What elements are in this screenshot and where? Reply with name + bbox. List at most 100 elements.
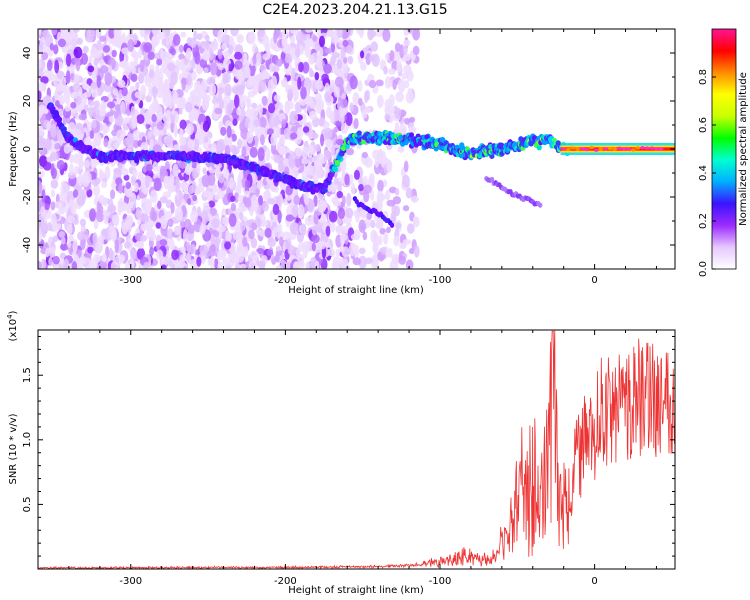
- heatmap-noise-cell: [412, 45, 420, 56]
- heatmap-signal-cell: [332, 166, 339, 173]
- heatmap-noise-cell: [166, 62, 176, 72]
- heatmap-noise-cell: [147, 51, 155, 61]
- heatmap-noise-cell: [234, 51, 243, 60]
- heatmap-noise-cell: [136, 114, 145, 125]
- heatmap-noise-cell: [265, 147, 271, 162]
- heatmap-noise-cell: [65, 53, 72, 67]
- heatmap-noise-cell: [179, 128, 184, 143]
- heatmap-noise-cell: [341, 258, 349, 269]
- heatmap-noise-cell: [258, 195, 264, 206]
- heatmap-noise-cell: [344, 173, 350, 186]
- heatmap-noise-cell: [301, 157, 309, 165]
- heatmap-noise-cell: [69, 154, 75, 164]
- heatmap-noise-cell: [386, 159, 393, 173]
- heatmap-noise-cell: [390, 211, 396, 223]
- heatmap-noise-cell: [213, 258, 219, 269]
- heatmap-noise-cell: [68, 122, 76, 136]
- heatmap-noise-cell: [262, 53, 271, 61]
- band-speckle: [640, 146, 646, 150]
- y-tick-label: 40: [22, 47, 33, 60]
- heatmap-noise-cell: [95, 29, 100, 38]
- heatmap-noise-cell: [247, 90, 256, 98]
- heatmap-noise-cell: [291, 204, 300, 216]
- heatmap-noise-cell: [193, 30, 198, 41]
- heatmap-noise-cell: [218, 172, 225, 184]
- heatmap-noise-cell: [159, 56, 168, 68]
- heatmap-noise-cell: [255, 52, 262, 67]
- snr-line: [38, 330, 675, 569]
- heatmap-noise-cell: [44, 138, 52, 150]
- heatmap-noise-cell: [143, 261, 150, 269]
- heatmap-noise-cell: [383, 65, 388, 75]
- heatmap-noise-cell: [257, 147, 265, 162]
- heatmap-noise-cell: [244, 179, 251, 188]
- heatmap-noise-cell: [38, 105, 44, 118]
- heatmap-signal-cell: [53, 112, 60, 118]
- heatmap-noise-cell: [301, 33, 308, 41]
- colorbar-tick-label: 0.6: [698, 117, 709, 133]
- heatmap-noise-cell: [163, 175, 170, 190]
- heatmap-noise-cell: [45, 247, 50, 258]
- heatmap-noise-cell: [217, 48, 223, 60]
- heatmap-noise-cell: [285, 100, 295, 110]
- heatmap-noise-cell: [314, 167, 324, 179]
- snr-panel: -300 -200 -100 0 0.5 1.0 1.5 Height of straight…: [6, 310, 676, 596]
- heatmap-noise-cell: [365, 52, 372, 66]
- heatmap-noise-cell: [302, 247, 308, 259]
- band-speckle: [653, 147, 659, 151]
- heatmap-noise-cell: [273, 94, 281, 102]
- heatmap-noise-cell: [261, 69, 269, 80]
- heatmap-noise-cell: [38, 170, 45, 178]
- y-tick-label: -20: [22, 189, 33, 205]
- heatmap-noise-cell: [384, 52, 390, 61]
- heatmap-noise-cell: [314, 143, 321, 152]
- heatmap-noise-cell: [152, 97, 159, 111]
- heatmap-noise-cell: [178, 44, 184, 53]
- heatmap-noise-cell: [132, 33, 138, 45]
- heatmap-noise-cell: [250, 194, 259, 208]
- heatmap-noise-cell: [241, 146, 247, 158]
- heatmap-noise-cell: [252, 183, 257, 191]
- heatmap-noise-cell: [72, 82, 81, 93]
- heatmap-noise-cell: [407, 88, 413, 95]
- heatmap-noise-cell: [201, 78, 208, 91]
- heatmap-noise-cell: [325, 225, 331, 237]
- heatmap-noise-cell: [333, 177, 339, 185]
- heatmap-noise-cell: [353, 169, 360, 181]
- heatmap-noise-cell: [370, 219, 376, 229]
- heatmap-noise-cell: [236, 251, 245, 263]
- heatmap-noise-cell: [228, 63, 233, 71]
- heatmap-noise-cell: [245, 219, 253, 227]
- heatmap-noise-cell: [262, 202, 270, 212]
- heatmap-noise-cell: [155, 105, 163, 118]
- heatmap-noise-cell: [99, 35, 107, 42]
- band-speckle: [570, 146, 576, 150]
- heatmap-signal-cell: [424, 134, 430, 140]
- heatmap-noise-cell: [107, 101, 116, 109]
- heatmap-noise-cell: [243, 52, 248, 63]
- heatmap-noise-cell: [292, 261, 301, 269]
- heatmap-noise-cell: [385, 189, 391, 201]
- heatmap-noise-cell: [412, 29, 421, 41]
- heatmap-noise-cell: [53, 201, 63, 209]
- heatmap-noise-cell: [167, 218, 174, 228]
- heatmap-noise-cell: [101, 252, 107, 263]
- heatmap-noise-cell: [151, 211, 158, 222]
- heatmap-noise-cell: [265, 189, 271, 201]
- heatmap-noise-cell: [163, 121, 171, 130]
- heatmap-noise-cell: [279, 133, 285, 146]
- heatmap-noise-cell: [249, 146, 258, 158]
- heatmap-noise-cell: [110, 260, 119, 269]
- heatmap-noise-cell: [249, 250, 259, 260]
- heatmap-noise-cell: [252, 54, 257, 66]
- heatmap-noise-cell: [139, 59, 145, 73]
- heatmap-noise-cell: [159, 215, 168, 225]
- heatmap-noise-cell: [87, 246, 93, 254]
- heatmap-noise-cell: [388, 110, 394, 124]
- heatmap-noise-cell: [261, 95, 268, 106]
- heatmap-noise-cell: [196, 161, 201, 174]
- heatmap-noise-cell: [86, 29, 96, 37]
- heatmap-noise-cell: [228, 176, 234, 190]
- heatmap-noise-cell: [194, 50, 201, 65]
- heatmap-noise-cell: [329, 110, 335, 124]
